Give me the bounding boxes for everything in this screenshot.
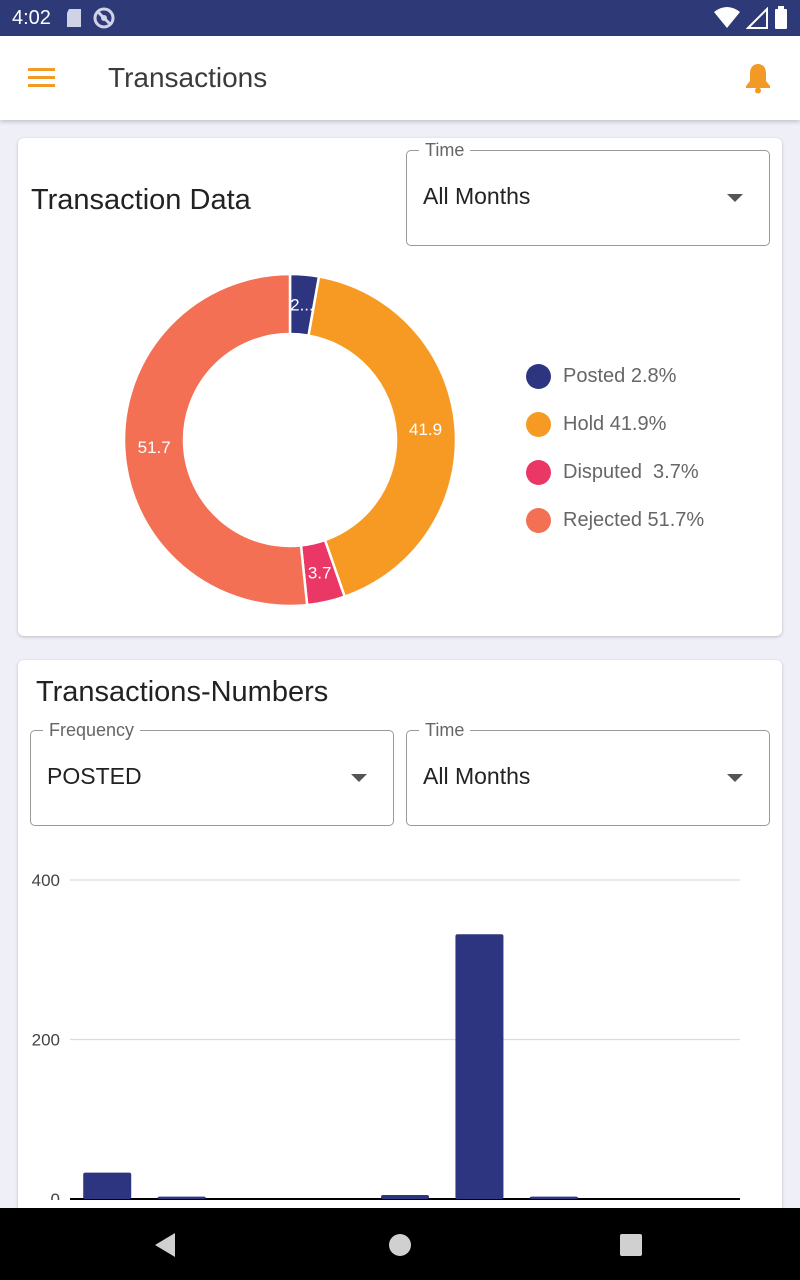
dropdown-arrow-icon bbox=[727, 774, 743, 782]
system-nav-bar bbox=[0, 1208, 800, 1280]
hamburger-menu-icon bbox=[28, 68, 55, 87]
legend-label: Posted 2.8% bbox=[563, 364, 677, 387]
wifi-icon bbox=[714, 7, 740, 28]
y-tick-label: 400 bbox=[32, 871, 60, 890]
chart-legend: Posted 2.8% Hold 41.9% Disputed 3.7% Reject… bbox=[526, 352, 704, 544]
legend-label: Hold 41.9% bbox=[563, 412, 667, 435]
time-dropdown-value: All Months bbox=[423, 763, 531, 789]
donut-slice-label: 51.7 bbox=[138, 438, 171, 457]
home-button[interactable] bbox=[383, 1228, 417, 1262]
signal-icon bbox=[746, 7, 768, 29]
legend-dot bbox=[526, 459, 551, 485]
frequency-dropdown-value: POSTED bbox=[47, 763, 142, 789]
bar bbox=[157, 1196, 206, 1199]
frequency-dropdown-label: Frequency bbox=[43, 720, 141, 741]
time-dropdown[interactable]: Time All Months bbox=[406, 140, 770, 246]
donut-slice-hold bbox=[307, 275, 458, 599]
y-tick-label: 200 bbox=[32, 1031, 60, 1050]
legend-item: Posted 2.8% bbox=[526, 352, 704, 400]
bell-icon bbox=[746, 64, 770, 94]
app-bar: Transactions bbox=[0, 36, 800, 120]
legend-label: Disputed 3.7% bbox=[563, 460, 699, 483]
legend-item: Rejected 51.7% bbox=[526, 496, 704, 544]
transaction-data-card: Transaction Data Time All Months 2... 41.… bbox=[18, 138, 782, 636]
time-dropdown[interactable]: Time All Months bbox=[406, 720, 770, 826]
bar bbox=[455, 934, 504, 1199]
donut-slice-rejected bbox=[122, 272, 309, 608]
bar-chart: 0 200 400 bbox=[32, 871, 740, 1200]
transactions-numbers-title: Transactions-Numbers bbox=[36, 676, 329, 708]
legend-item: Disputed 3.7% bbox=[526, 448, 704, 496]
frequency-dropdown[interactable]: Frequency POSTED bbox=[30, 720, 394, 826]
time-dropdown-label: Time bbox=[419, 140, 471, 161]
time-dropdown-value: All Months bbox=[423, 183, 531, 209]
recents-button[interactable] bbox=[614, 1228, 648, 1262]
legend-label: Rejected 51.7% bbox=[563, 508, 705, 531]
time-dropdown-label: Time bbox=[419, 720, 471, 741]
bar bbox=[529, 1196, 578, 1199]
back-triangle-icon bbox=[155, 1233, 175, 1257]
notifications-button[interactable] bbox=[736, 58, 780, 98]
page-title: Transactions bbox=[108, 62, 268, 93]
sync-disabled-icon bbox=[93, 7, 115, 29]
status-time: 4:02 bbox=[12, 6, 51, 29]
legend-item: Hold 41.9% bbox=[526, 400, 704, 448]
dropdown-arrow-icon bbox=[351, 774, 367, 782]
donut-slice-label: 3.7 bbox=[308, 564, 332, 583]
dropdown-arrow-icon bbox=[727, 194, 743, 202]
recents-square-icon bbox=[620, 1234, 642, 1256]
donut-slice-label: 2... bbox=[290, 296, 314, 315]
donut-chart: 2... 41.9 3.7 51.7 bbox=[122, 272, 458, 608]
legend-dot bbox=[526, 411, 551, 437]
bar bbox=[381, 1195, 429, 1199]
battery-icon bbox=[775, 6, 787, 29]
y-tick-label: 0 bbox=[51, 1190, 60, 1200]
home-circle-icon bbox=[389, 1234, 411, 1256]
status-bar: 4:02 bbox=[0, 0, 800, 36]
donut-slice-label: 41.9 bbox=[409, 420, 442, 439]
sd-card-icon bbox=[66, 9, 81, 27]
transaction-data-title: Transaction Data bbox=[31, 184, 251, 216]
legend-dot bbox=[526, 507, 551, 533]
bar bbox=[83, 1172, 132, 1199]
transactions-numbers-card: Transactions-Numbers Frequency POSTED Ti… bbox=[18, 660, 782, 1220]
back-button[interactable] bbox=[148, 1228, 182, 1262]
menu-button[interactable] bbox=[20, 58, 64, 98]
legend-dot bbox=[526, 363, 551, 389]
